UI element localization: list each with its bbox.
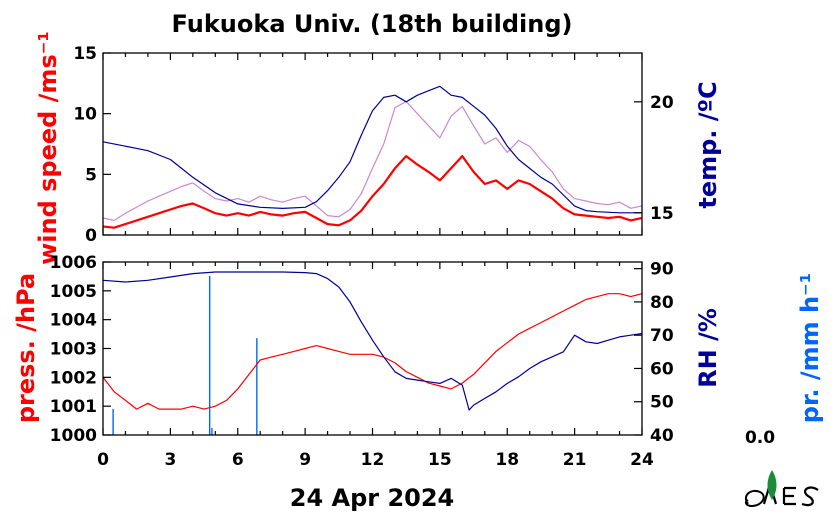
temperature-axis-label: temp. /ºC — [694, 81, 722, 208]
x-tick-label: 0 — [97, 450, 109, 470]
pressure-line — [102, 293, 643, 410]
lower-panel: 1000 1001 1002 1003 1004 1005 1006 40 50 60 70 80 90… — [12, 253, 824, 446]
left-tick-label: 1002 — [50, 368, 97, 388]
x-tick-label: 18 — [495, 450, 519, 470]
left-tick-label: 1006 — [50, 253, 97, 273]
x-tick-label: 12 — [361, 450, 385, 470]
chart-title: Fukuoka Univ. (18th building) — [172, 10, 573, 38]
wind-gust-line — [102, 100, 643, 221]
wind-speed-axis-label: wind speed /ms⁻¹ — [34, 31, 62, 265]
right-tick-label: 60 — [650, 359, 674, 379]
upper-ticks-group: 0 5 10 15 15 20 — [73, 44, 674, 246]
lower-series-group — [102, 271, 643, 435]
upper-panel: 0 5 10 15 15 20 wind speed /ms⁻¹ temp. /ºC — [34, 31, 722, 265]
x-tick-label: 9 — [299, 450, 311, 470]
right-tick-label: 80 — [650, 293, 674, 313]
right-tick-label: 50 — [650, 393, 674, 413]
left-tick-label: 1003 — [50, 340, 97, 360]
left-tick-label: 1004 — [50, 311, 97, 331]
right-tick-label: 70 — [650, 326, 674, 346]
left-tick-label: 1005 — [50, 282, 97, 302]
left-tick-label: 15 — [73, 44, 97, 64]
right-tick-label: 20 — [650, 93, 674, 113]
right-tick-label: 90 — [650, 260, 674, 280]
humidity-axis-label: RH /% — [694, 308, 722, 388]
temperature-line — [102, 85, 642, 214]
left-tick-label: 1000 — [50, 426, 97, 446]
left-tick-label: 10 — [73, 105, 97, 125]
left-tick-label: 1001 — [50, 397, 97, 417]
humidity-line — [102, 271, 643, 411]
x-tick-label: 21 — [563, 450, 587, 470]
date-label: 24 Apr 2024 — [290, 484, 455, 512]
logo-icon — [744, 470, 819, 508]
right-tick-label: 15 — [650, 204, 674, 224]
upper-series-group — [102, 85, 643, 229]
right-tick-label: 40 — [650, 426, 674, 446]
logo-leaf-icon — [767, 470, 777, 500]
precipitation-axis-label: pr. /mm h⁻¹ — [796, 273, 824, 423]
wind-mean-line — [102, 155, 643, 229]
x-tick-label: 6 — [232, 450, 244, 470]
x-tick-label: 24 — [630, 450, 654, 470]
x-tick-label: 3 — [164, 450, 176, 470]
left-tick-label: 0 — [85, 226, 97, 246]
x-tick-labels: 0 3 6 9 12 15 18 21 24 — [97, 450, 654, 470]
lower-ticks-group: 1000 1001 1002 1003 1004 1005 1006 40 50 60 70 80 90 — [50, 253, 674, 446]
left-tick-label: 5 — [85, 165, 97, 185]
pressure-axis-label: press. /hPa — [12, 273, 40, 423]
x-tick-label: 15 — [428, 450, 452, 470]
precip-total-label: 0.0 — [745, 428, 775, 448]
